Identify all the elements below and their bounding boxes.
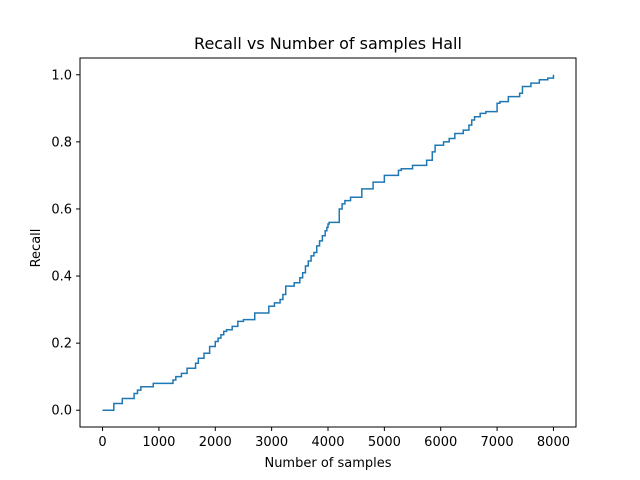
y-tick-label-2: 0.4 — [51, 270, 72, 285]
chart-title: Recall vs Number of samples Hall — [194, 34, 462, 53]
x-tick-label-4: 4000 — [311, 435, 344, 450]
y-tick-label-4: 0.8 — [51, 135, 72, 150]
x-tick-label-0: 0 — [98, 435, 106, 450]
x-tick-label-7: 7000 — [481, 435, 514, 450]
x-axis-label: Number of samples — [264, 456, 391, 471]
x-tick-label-2: 2000 — [199, 435, 232, 450]
y-tick-label-3: 0.6 — [51, 202, 72, 217]
y-tick-label-5: 1.0 — [51, 68, 72, 83]
y-axis-label: Recall — [29, 229, 44, 268]
x-tick-label-5: 5000 — [368, 435, 401, 450]
y-tick-label-1: 0.2 — [51, 337, 72, 352]
x-tick-label-1: 1000 — [142, 435, 175, 450]
y-tick-label-0: 0.0 — [51, 404, 72, 419]
x-tick-label-6: 6000 — [424, 435, 457, 450]
x-tick-label-3: 3000 — [255, 435, 288, 450]
x-tick-label-8: 8000 — [537, 435, 570, 450]
